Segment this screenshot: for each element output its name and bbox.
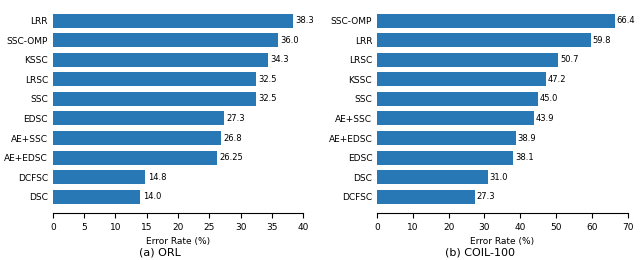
Text: (a) ORL: (a) ORL	[139, 248, 181, 257]
Text: 27.3: 27.3	[226, 114, 245, 123]
Bar	[52, 92, 256, 106]
Bar	[377, 170, 488, 184]
Text: 45.0: 45.0	[540, 94, 558, 103]
Bar	[377, 14, 614, 28]
Text: 38.9: 38.9	[518, 133, 536, 142]
Text: 32.5: 32.5	[259, 75, 277, 84]
Text: 43.9: 43.9	[536, 114, 554, 123]
Text: 32.5: 32.5	[259, 94, 277, 103]
Text: 14.0: 14.0	[143, 192, 161, 201]
Bar	[52, 14, 292, 28]
Text: 31.0: 31.0	[490, 173, 508, 181]
Text: 26.8: 26.8	[223, 133, 242, 142]
Text: 38.3: 38.3	[295, 16, 314, 25]
Bar	[52, 170, 145, 184]
Text: (b) COIL-100: (b) COIL-100	[445, 248, 515, 257]
Bar	[52, 33, 278, 47]
Bar	[52, 190, 140, 204]
Text: 34.3: 34.3	[270, 55, 289, 64]
Bar	[52, 53, 268, 67]
Bar	[377, 151, 513, 165]
Bar	[377, 33, 591, 47]
Text: 59.8: 59.8	[593, 36, 611, 45]
Bar	[52, 131, 221, 145]
Bar	[377, 131, 516, 145]
Bar	[377, 190, 475, 204]
X-axis label: Error Rate (%): Error Rate (%)	[146, 237, 210, 246]
Bar	[52, 72, 256, 86]
Text: 14.8: 14.8	[148, 173, 166, 181]
Bar	[52, 151, 217, 165]
Text: 27.3: 27.3	[476, 192, 495, 201]
Text: 47.2: 47.2	[547, 75, 566, 84]
Text: 66.4: 66.4	[616, 16, 635, 25]
Bar	[377, 92, 538, 106]
Text: 36.0: 36.0	[281, 36, 300, 45]
X-axis label: Error Rate (%): Error Rate (%)	[470, 237, 534, 246]
Bar	[377, 72, 546, 86]
Text: 50.7: 50.7	[560, 55, 579, 64]
Bar	[377, 112, 534, 126]
Text: 38.1: 38.1	[515, 153, 534, 162]
Bar	[377, 53, 559, 67]
Bar	[52, 112, 224, 126]
Text: 26.25: 26.25	[220, 153, 243, 162]
